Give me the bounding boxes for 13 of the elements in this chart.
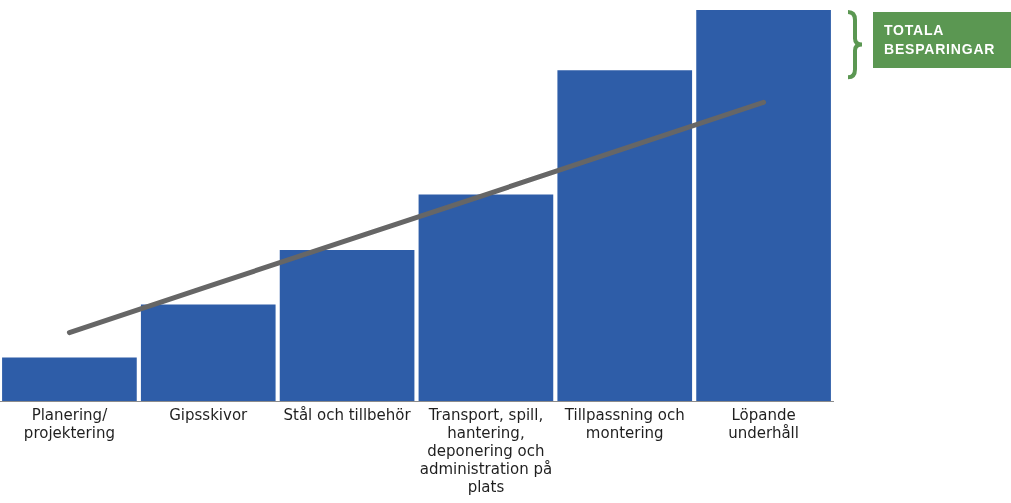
x-tick-label: Stål och tillbehör [283, 405, 412, 424]
callout-box: TOTALA BESPARINGAR [873, 12, 1011, 68]
bar [279, 250, 415, 401]
bar [140, 304, 276, 401]
x-tick-label: Gipsskivor [169, 405, 249, 424]
bar [418, 194, 554, 401]
x-tick-label: Planering/projektering [23, 405, 115, 442]
x-tick-label: Tillpassning och montering [563, 405, 685, 442]
x-tick-label: Löpande underhåll [728, 405, 799, 442]
x-tick-label: Transport, spill, hantering, deponering och administration på plats [419, 405, 553, 496]
bar [557, 70, 693, 401]
bar [2, 357, 137, 401]
bar [696, 10, 831, 401]
